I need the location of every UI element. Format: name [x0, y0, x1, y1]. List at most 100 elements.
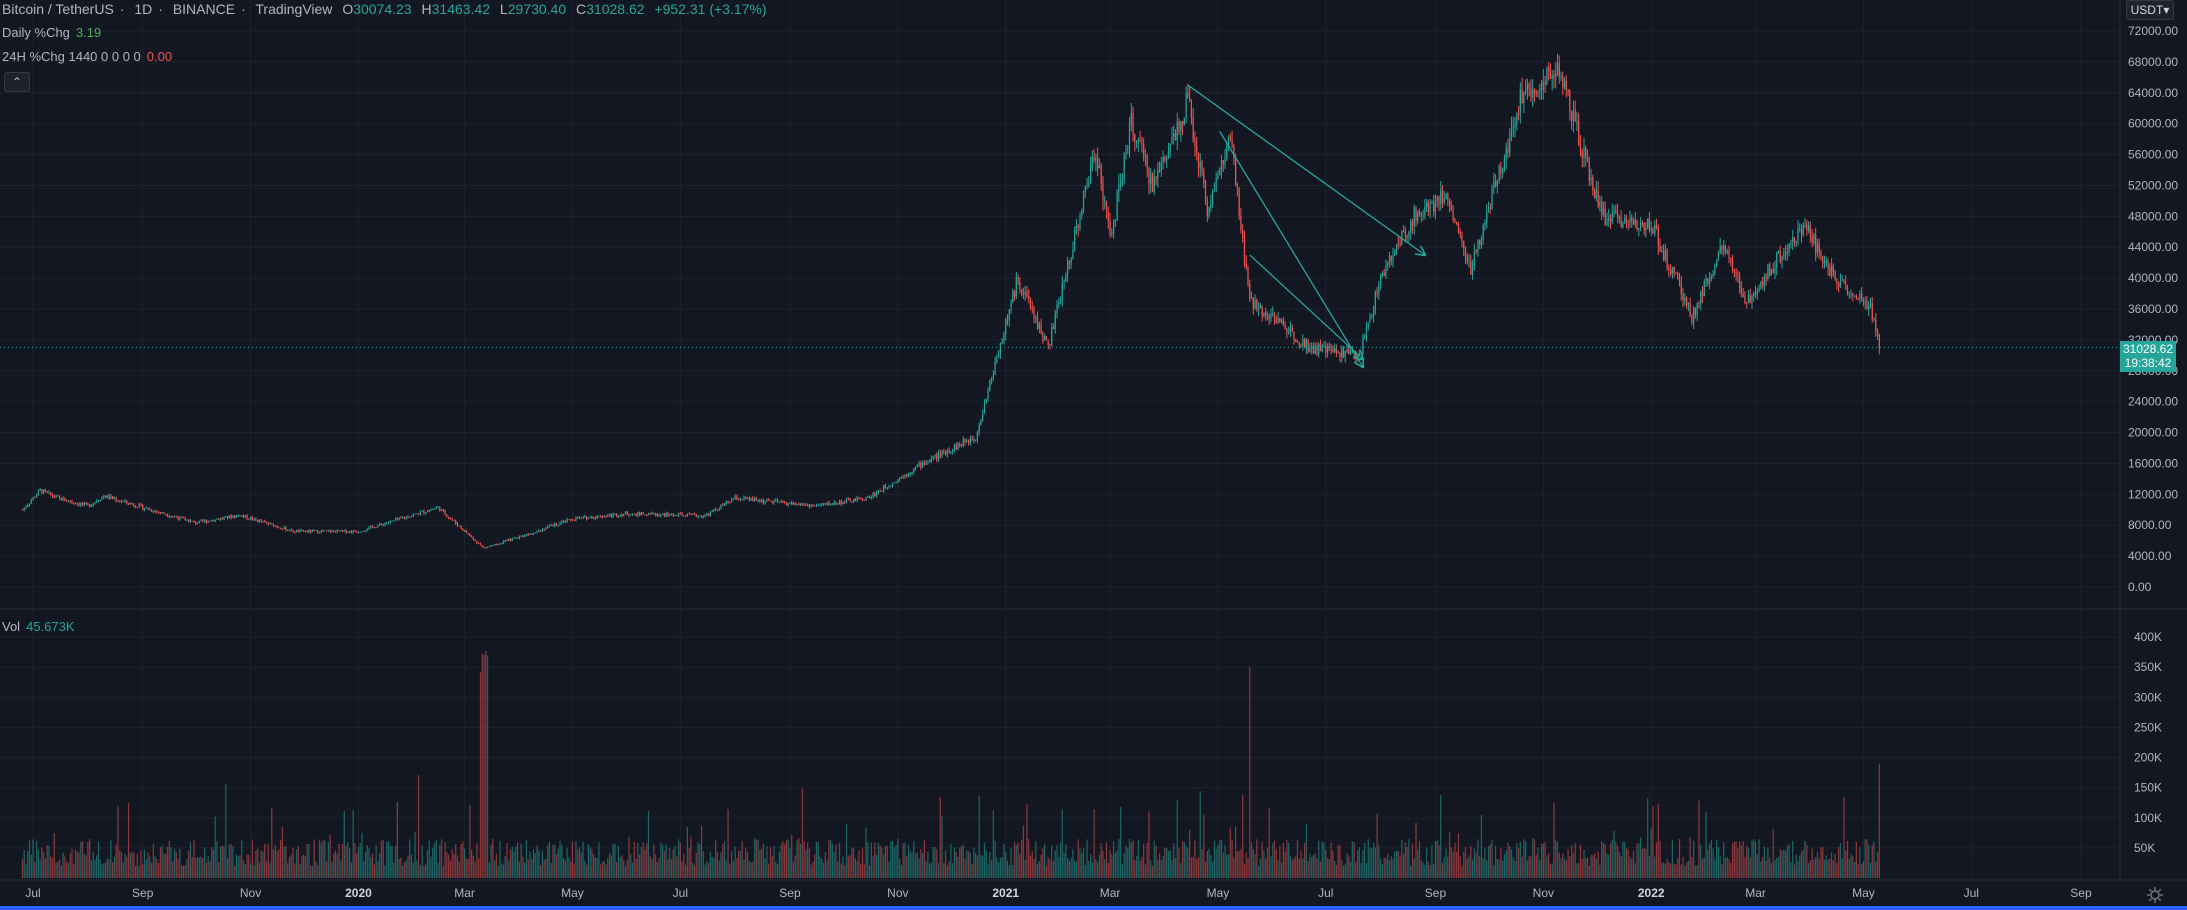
time-axis[interactable]: Jul Sep Nov 2020 Mar May Jul Sep Nov 2021 Mar May Ju…: [25, 886, 2092, 900]
trendlines[interactable]: [1187, 84, 1425, 367]
volume-bar: [607, 857, 609, 878]
volume-bar: [888, 861, 890, 878]
candle-body: [741, 499, 743, 500]
trendline-arrow: [1249, 254, 1363, 359]
volume-bar: [538, 850, 540, 878]
volume-bar: [962, 844, 964, 878]
volume-bar: [937, 863, 940, 878]
volume-bar: [126, 856, 128, 878]
volume-bar: [253, 865, 255, 878]
volume-bar: [175, 851, 177, 878]
candle-body: [1151, 173, 1154, 192]
candles: [0, 53, 2120, 549]
candle-body: [1448, 198, 1451, 206]
volume-bar: [120, 851, 123, 878]
candle-body: [872, 492, 874, 497]
candle-body: [113, 498, 116, 500]
candle-body: [1158, 169, 1161, 171]
volume-bar: [60, 865, 62, 878]
candle-body: [739, 499, 742, 500]
candle-body: [492, 545, 494, 547]
volume-bar: [501, 863, 503, 878]
gear-icon[interactable]: [2146, 886, 2164, 904]
price-axis[interactable]: 72000.0068000.0064000.0060000.0056000.00…: [2128, 24, 2178, 594]
interval[interactable]: 1D: [134, 1, 153, 17]
volume-bar: [1868, 845, 1870, 878]
candle-body: [1712, 273, 1714, 277]
volume-bar: [1305, 824, 1307, 878]
volume-bar: [198, 857, 200, 878]
volume-legend[interactable]: Vol 45.673K: [2, 618, 81, 636]
candle-body: [301, 530, 303, 531]
currency-label: USDT: [2130, 3, 2164, 17]
volume-bar: [1390, 856, 1392, 878]
candle-body: [255, 518, 257, 520]
candle-body: [822, 503, 825, 505]
volume-bar: [1597, 851, 1599, 878]
candle-body: [1456, 221, 1458, 224]
volume-bar: [214, 816, 216, 878]
candle-body: [348, 531, 351, 533]
candle-body: [1150, 173, 1152, 185]
collapse-legend-button[interactable]: ⌃: [4, 72, 30, 92]
candle-body: [402, 517, 404, 519]
symbol-name[interactable]: Bitcoin / TetherUS: [2, 1, 114, 17]
volume-bar: [1661, 862, 1663, 878]
candle-body: [23, 507, 25, 510]
candle-body: [363, 530, 365, 532]
volume-bar: [1249, 667, 1251, 878]
candle-body: [112, 496, 114, 499]
candle-body: [1364, 336, 1366, 337]
candle-body: [785, 502, 788, 506]
candle-body: [1643, 223, 1645, 231]
candle-body: [446, 514, 448, 517]
candle-body: [85, 502, 87, 504]
candle-body: [1311, 346, 1313, 349]
volume-bar: [350, 862, 352, 878]
volume-tick-label: 300K: [2134, 690, 2162, 704]
candle-body: [1855, 295, 1857, 299]
volume-bar: [297, 845, 299, 878]
volume-bar: [301, 855, 303, 878]
currency-selector[interactable]: USDT▾: [2126, 0, 2174, 20]
volume-bar: [239, 855, 241, 878]
volume-bar: [798, 838, 800, 878]
volume-bar: [1537, 847, 1539, 878]
volume-bar: [817, 842, 819, 878]
candle-body: [1314, 345, 1316, 354]
volume-bar: [849, 855, 851, 878]
candle-body: [677, 513, 680, 516]
volume-bar: [856, 860, 858, 878]
candle-body: [389, 520, 391, 523]
candle-body: [879, 490, 881, 492]
volume-bar: [104, 862, 107, 878]
candle-body: [807, 504, 809, 506]
volume-bar: [400, 857, 402, 878]
volume-bar: [872, 855, 874, 878]
volume-bar: [633, 841, 635, 878]
candle-body: [1275, 321, 1277, 323]
indicator-value: 3.19: [75, 25, 102, 40]
candle-body: [1786, 251, 1788, 254]
indicator-daily-chg[interactable]: Daily %Chg 3.19: [2, 24, 107, 42]
candle-body: [285, 527, 287, 531]
volume-bar: [35, 840, 38, 878]
volume-bar: [681, 861, 683, 878]
volume-bar: [58, 859, 61, 878]
indicator-24h-chg[interactable]: 24H %Chg 1440 0 0 0 0 0.00: [2, 48, 178, 66]
candle-body: [853, 498, 855, 503]
volume-bar: [423, 865, 425, 878]
volume-bar: [32, 839, 34, 878]
time-tick-label: May: [561, 886, 584, 900]
volume-bar: [419, 865, 421, 878]
volume-bar: [1502, 860, 1504, 878]
volume-bar: [739, 850, 742, 878]
candle-body: [653, 512, 655, 515]
volume-bar: [354, 843, 356, 878]
volume-bar: [656, 861, 658, 878]
candle-body: [534, 532, 536, 534]
volume-bar: [1680, 864, 1682, 878]
